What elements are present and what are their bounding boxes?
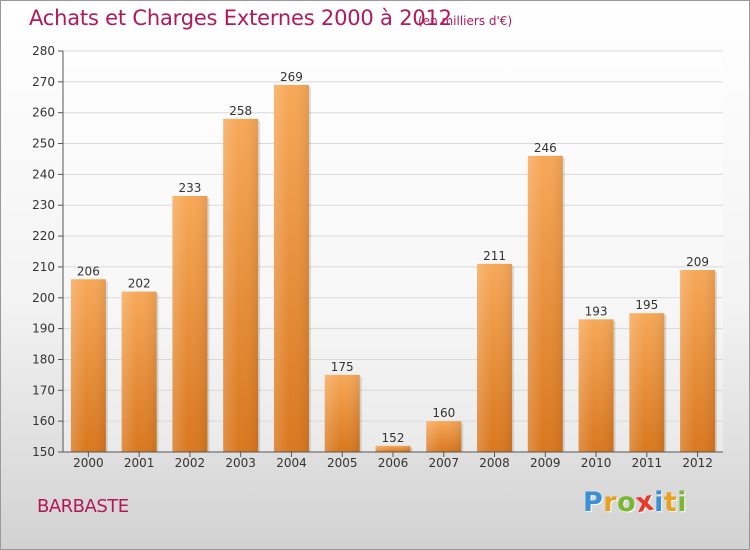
data-label: 211 — [483, 249, 506, 263]
x-tick-label: 2006 — [378, 456, 409, 470]
x-tick-label: 2011 — [632, 456, 663, 470]
data-label: 209 — [686, 255, 709, 269]
logo-letter: o — [617, 487, 637, 518]
bar-highlight — [680, 270, 716, 452]
x-tick-label: 2007 — [428, 456, 459, 470]
bar-highlight — [578, 319, 614, 452]
x-tick-label: 2005 — [327, 456, 358, 470]
bar-highlight — [172, 195, 208, 452]
logo-letter: i — [654, 487, 664, 518]
y-tick-label: 270 — [32, 75, 55, 89]
chart-subtitle: (en milliers d'€) — [418, 14, 513, 28]
data-label: 152 — [382, 431, 405, 445]
y-tick-label: 180 — [32, 352, 55, 366]
y-tick-label: 190 — [32, 322, 55, 336]
data-label: 193 — [585, 304, 608, 318]
y-tick-label: 260 — [32, 106, 55, 120]
logo-letter: i — [677, 487, 688, 518]
bar-highlight — [273, 84, 309, 452]
plot-area — [63, 51, 723, 452]
bar-highlight — [527, 155, 563, 452]
bar-highlight — [223, 118, 259, 452]
x-tick-label: 2000 — [73, 456, 104, 470]
data-label: 258 — [229, 104, 252, 118]
y-tick-label: 160 — [32, 414, 55, 428]
bar-highlight — [121, 291, 157, 452]
y-tick-label: 230 — [32, 198, 55, 212]
data-label: 175 — [331, 360, 354, 374]
bar-highlight — [426, 421, 462, 452]
y-tick-label: 150 — [32, 445, 55, 459]
x-tick-label: 2012 — [682, 456, 713, 470]
bar-highlight — [477, 263, 513, 452]
bar-highlight — [70, 279, 106, 452]
x-tick-label: 2003 — [225, 456, 256, 470]
bar-highlight — [375, 445, 411, 452]
chart-title: Achats et Charges Externes 2000 à 2012 — [29, 6, 452, 30]
x-tick-label: 2004 — [276, 456, 307, 470]
data-label: 269 — [280, 70, 303, 84]
x-tick-label: 2002 — [175, 456, 206, 470]
logo-letter: P — [583, 487, 604, 518]
x-tick-label: 2010 — [581, 456, 612, 470]
data-label: 160 — [432, 406, 455, 420]
y-tick-label: 250 — [32, 137, 55, 151]
x-tick-label: 2001 — [124, 456, 155, 470]
commune-name: BARBASTE — [37, 496, 129, 517]
y-tick-label: 200 — [32, 291, 55, 305]
data-label: 246 — [534, 141, 557, 155]
data-label: 195 — [635, 298, 658, 312]
data-label: 206 — [77, 264, 100, 278]
proxiti-logo: Proxiti — [583, 486, 688, 520]
logo-letter: t — [663, 487, 678, 518]
y-tick-label: 210 — [32, 260, 55, 274]
data-label: 233 — [178, 181, 201, 195]
y-tick-label: 220 — [32, 229, 55, 243]
y-tick-label: 280 — [32, 44, 55, 58]
y-tick-label: 240 — [32, 167, 55, 181]
y-tick-label: 170 — [32, 383, 55, 397]
logo-letter: r — [603, 487, 618, 518]
x-tick-label: 2009 — [530, 456, 561, 470]
bar-highlight — [629, 313, 665, 452]
bar-highlight — [324, 374, 360, 452]
data-label: 202 — [128, 277, 151, 291]
x-tick-label: 2008 — [479, 456, 510, 470]
